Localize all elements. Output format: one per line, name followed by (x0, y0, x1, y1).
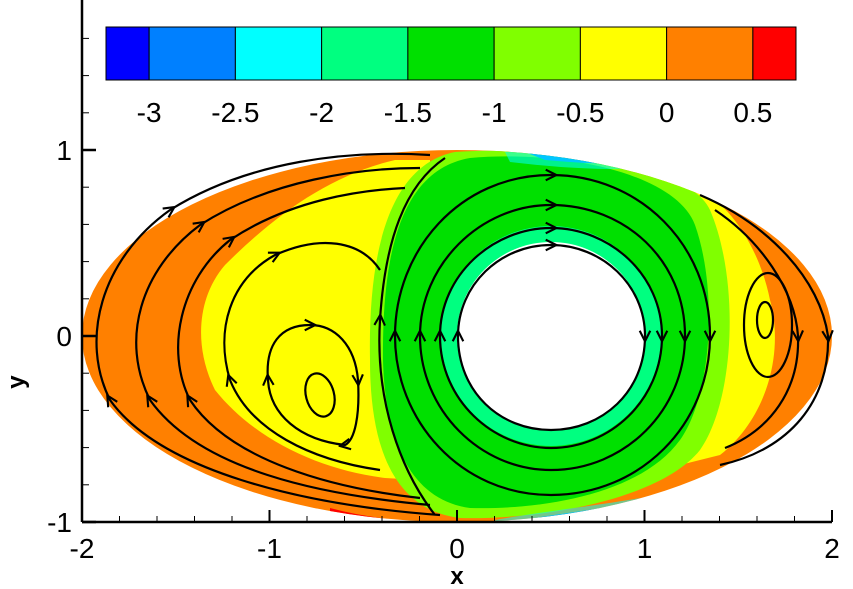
colorbar-tick-label: -1.5 (384, 97, 432, 128)
colorbar-tick-label: -2.5 (211, 97, 259, 128)
y-ticks: -1 0 1 (47, 37, 96, 538)
streamline (95, 152, 441, 517)
x-tick-label: -1 (257, 533, 282, 564)
streamline (420, 205, 685, 472)
colorbar-swatch (752, 26, 797, 81)
y-tick-label: 1 (56, 135, 72, 166)
streamlines (95, 152, 829, 517)
colorbar-swatch (407, 26, 495, 81)
x-tick-label: 2 (824, 533, 840, 564)
colorbar-swatch (666, 26, 754, 81)
colorbar-swatch (105, 26, 150, 81)
x-tick-label: 0 (449, 533, 465, 564)
x-tick-label: 1 (637, 533, 653, 564)
streamline (699, 193, 828, 467)
colorbar-swatch (493, 26, 581, 81)
streamline (458, 245, 645, 432)
streamline (395, 175, 710, 497)
vortex-core-right (755, 300, 775, 340)
x-ticks: -2 -1 0 1 2 (70, 510, 840, 564)
x-axis-label: x (450, 563, 464, 589)
colorbar-tick-label: -0.5 (556, 97, 604, 128)
y-axis-label: y (3, 375, 30, 389)
vortex-core-left (304, 372, 336, 418)
colorbar-swatch (234, 26, 323, 81)
y-tick-label: -1 (47, 507, 72, 538)
colorbar-tick-label: -3 (137, 97, 162, 128)
x-tick-label: -2 (70, 533, 95, 564)
colorbar-tick-label: -1 (482, 97, 507, 128)
colorbar-tick-label: 0.5 (733, 97, 772, 128)
colorbar-swatch (148, 26, 236, 81)
streamline (742, 271, 794, 379)
colorbar-swatch (321, 26, 409, 81)
streamline (268, 325, 359, 447)
y-tick-label: 0 (56, 321, 72, 352)
colorbar-tick-label: -2 (309, 97, 334, 128)
streamline (440, 228, 662, 450)
colorbar-swatch (579, 26, 668, 81)
colorbar: -3 -2.5 -2 -1.5 -1 -0.5 0 0.5 (105, 26, 797, 128)
colorbar-tick-label: 0 (659, 97, 675, 128)
streamline (714, 209, 798, 450)
streamline (177, 186, 421, 500)
streamline (135, 166, 431, 507)
streamline (223, 241, 381, 472)
